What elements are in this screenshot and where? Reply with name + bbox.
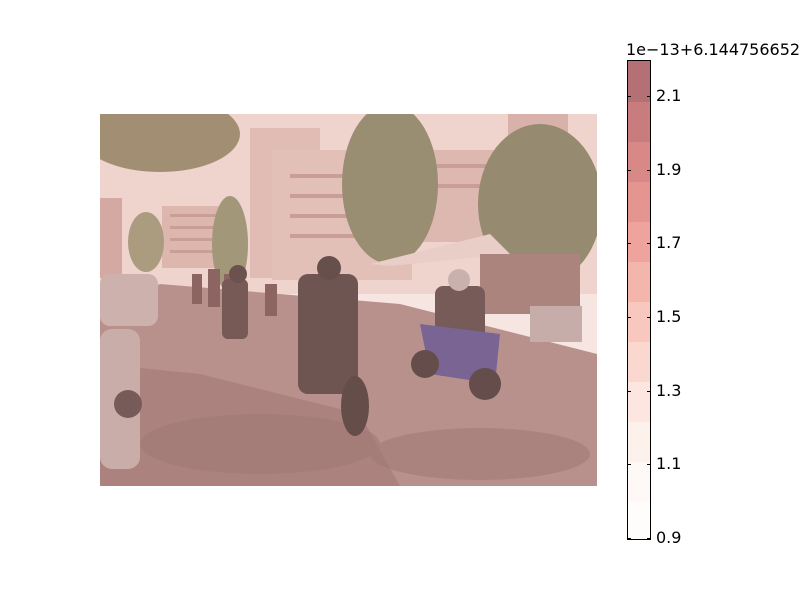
colorbar-tick [647,96,651,97]
colorbar-tick [647,317,651,318]
colorbar-tick [647,169,651,171]
colorbar-band [628,141,650,182]
colorbar-tick [647,390,651,392]
colorbar-tick-label: 0.9 [656,528,682,547]
colorbar-band [628,501,650,539]
colorbar-tick [627,464,631,466]
colorbar-tick-label: 1.1 [656,454,682,474]
colorbar-band [628,421,650,462]
colorbar-band [628,61,650,102]
colorbar-offset-text: 1e−13+6.144756652 [626,40,800,59]
colorbar-tick [647,464,651,466]
colorbar-tick [627,317,631,318]
colorbar-band [628,181,650,222]
colorbar-band [628,221,650,262]
colorbar-band [628,261,650,302]
colorbar-tick [627,169,631,171]
photo-street-motorcycles-icon [100,114,597,486]
colorbar-band [628,341,650,382]
colorbar-band [628,381,650,422]
colorbar-band [628,101,650,142]
colorbar-tick [627,390,631,392]
colorbar-tick-label: 1.9 [656,159,682,179]
colorbar-tick-label: 1.3 [656,380,682,400]
colorbar-tick [627,538,631,539]
colorbar [627,60,651,540]
street-photo [100,114,597,486]
colorbar-tick-label: 1.7 [656,233,682,253]
colorbar-tick [627,243,631,245]
colorbar-tick-label: 2.1 [656,86,682,105]
colorbar-tick [627,96,631,97]
colorbar-tick-label: 1.5 [656,307,682,326]
colorbar-band [628,301,650,342]
colorbar-tick [647,538,651,539]
colorbar-band [628,461,650,502]
colorbar-tick [647,243,651,245]
